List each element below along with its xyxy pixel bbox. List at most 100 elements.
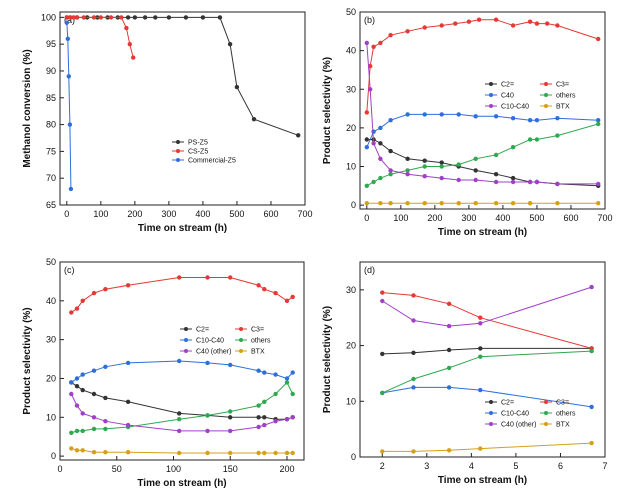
data-point <box>555 133 560 138</box>
legend-entry: Commercial-Z5 <box>188 158 236 165</box>
panel-2: 0 50 100 150 200 0 10 20 30 40 50 Time on stream (h… <box>22 257 305 489</box>
data-point <box>411 385 416 390</box>
y-tick-label: 40 <box>346 46 356 56</box>
plot-frame <box>359 11 606 210</box>
legend-entry: C3= <box>556 82 569 89</box>
data-point <box>380 298 385 304</box>
data-point <box>284 380 290 385</box>
x-tick-label: 2 <box>380 461 385 471</box>
data-point <box>527 118 533 123</box>
data-point <box>256 450 261 456</box>
data-point <box>380 390 385 396</box>
data-point <box>205 413 210 418</box>
y-tick-label: 30 <box>346 285 356 295</box>
legend-marker <box>239 338 243 342</box>
data-point <box>290 370 295 375</box>
data-point <box>74 306 80 311</box>
data-point <box>439 23 444 28</box>
data-point <box>378 201 383 206</box>
legend-entry: C40 (other) <box>501 422 536 429</box>
data-point <box>405 112 410 117</box>
data-point <box>378 141 383 146</box>
data-point <box>510 201 516 206</box>
y-axis-label: Methanol conversion (%) <box>22 49 33 167</box>
y-tick-label: 80 <box>46 120 56 130</box>
data-point <box>217 15 223 20</box>
y-tick-label: 70 <box>46 173 56 183</box>
y-tick-label: 65 <box>46 200 56 210</box>
data-point <box>596 118 601 123</box>
data-point <box>74 428 80 434</box>
legend-entry: others <box>556 93 576 100</box>
data-point <box>284 450 290 456</box>
data-point <box>67 122 73 127</box>
series-line <box>366 42 599 185</box>
data-point <box>256 283 261 288</box>
data-point <box>446 347 452 353</box>
data-point <box>493 152 499 158</box>
data-point <box>555 23 560 28</box>
data-point <box>91 15 97 20</box>
data-point <box>125 422 131 428</box>
data-point <box>527 137 533 142</box>
legend-entry: C3= <box>251 327 264 334</box>
data-point <box>177 450 182 456</box>
series-line <box>66 16 299 136</box>
legend-entry: C10-C40 <box>196 338 224 345</box>
data-point <box>256 368 261 373</box>
data-point <box>290 450 295 456</box>
data-point <box>446 448 452 453</box>
data-point <box>478 321 483 326</box>
data-point <box>273 450 278 456</box>
data-point <box>205 275 210 280</box>
data-point <box>446 385 452 390</box>
legend-marker <box>489 104 493 108</box>
data-point <box>177 428 182 434</box>
data-point <box>205 360 210 366</box>
data-point <box>91 391 97 397</box>
y-tick-label: 20 <box>346 123 356 133</box>
data-point <box>228 275 233 280</box>
data-point <box>290 294 295 300</box>
panel-1: 0 100 200 300 400 500 600 700 0 10 20 30 40 50 Time on… <box>322 7 613 238</box>
panel-label: (b) <box>364 15 375 25</box>
data-point <box>284 298 290 303</box>
data-point <box>262 422 267 428</box>
legend-marker <box>184 349 188 353</box>
data-point <box>478 446 483 451</box>
data-point <box>273 419 278 424</box>
data-point <box>251 117 257 122</box>
y-tick-label: 0 <box>51 451 56 461</box>
data-point <box>103 395 108 401</box>
x-tick-label: 500 <box>529 213 544 223</box>
y-axis-label: Product selectivity (%) <box>322 306 333 413</box>
x-axis-label: Time on stream (h) <box>138 223 227 234</box>
x-tick-label: 200 <box>427 213 442 223</box>
panel-label: (a) <box>64 15 75 25</box>
data-point <box>364 137 369 142</box>
data-point <box>371 179 376 185</box>
data-point <box>473 168 478 173</box>
data-point <box>64 15 70 20</box>
data-point <box>91 290 97 296</box>
x-tick-label: 200 <box>127 209 142 219</box>
data-point <box>69 446 74 451</box>
data-point <box>183 15 189 20</box>
data-point <box>262 370 267 375</box>
data-point <box>378 125 383 131</box>
data-point <box>262 287 267 292</box>
panel-3: 2 3 4 5 6 7 0 10 20 30 Time on stream (h) Product s… <box>322 261 608 486</box>
data-point <box>596 121 601 127</box>
data-point <box>91 415 97 420</box>
data-point <box>478 346 483 351</box>
legend-marker <box>544 411 548 415</box>
x-tick-label: 700 <box>597 213 612 223</box>
data-point <box>256 415 261 420</box>
data-point <box>439 201 444 206</box>
data-point <box>125 399 131 404</box>
data-point <box>69 310 74 315</box>
series-line <box>71 381 293 420</box>
data-point <box>405 201 410 206</box>
data-point <box>273 372 278 377</box>
y-tick-label: 75 <box>46 146 56 156</box>
